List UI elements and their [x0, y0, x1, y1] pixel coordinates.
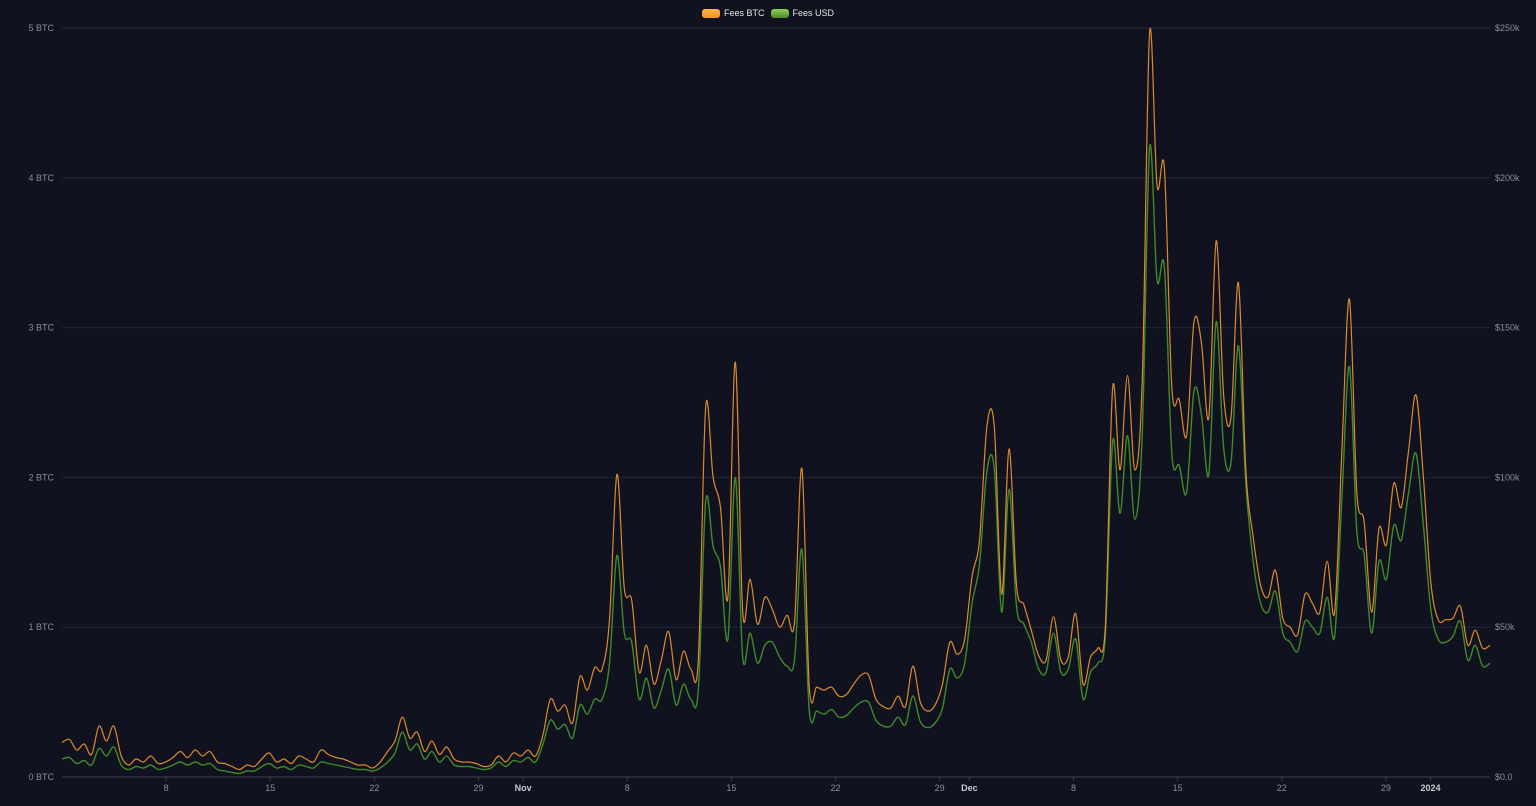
x-tick-label: 29 — [935, 783, 945, 793]
y-left-tick-label: 5 BTC — [28, 23, 54, 33]
y-right-tick-label: $50k — [1495, 622, 1515, 632]
x-tick-label: 29 — [473, 783, 483, 793]
y-right-tick-label: $250k — [1495, 23, 1520, 33]
legend-item-fees-usd[interactable]: Fees USD — [770, 8, 835, 18]
x-tick-label: 8 — [164, 783, 169, 793]
legend-swatch-fees-btc — [701, 8, 720, 18]
x-tick-label: 15 — [265, 783, 275, 793]
x-tick-label: 22 — [830, 783, 840, 793]
x-tick-label: 15 — [726, 783, 736, 793]
x-tick-label: 22 — [1277, 783, 1287, 793]
x-tick-label: 22 — [369, 783, 379, 793]
legend-item-fees-btc[interactable]: Fees BTC — [701, 8, 765, 18]
series-line-fees-usd — [61, 143, 1491, 775]
x-tick-label: 29 — [1381, 783, 1391, 793]
y-right-tick-label: $0.0 — [1495, 772, 1513, 782]
legend-label-fees-btc: Fees BTC — [723, 8, 765, 18]
x-tick-label: Nov — [515, 783, 532, 793]
x-tick-label: 8 — [1071, 783, 1076, 793]
x-tick-label: 15 — [1173, 783, 1183, 793]
legend-label-fees-usd: Fees USD — [792, 8, 835, 18]
x-tick-label: Dec — [961, 783, 978, 793]
y-left-tick-label: 2 BTC — [28, 472, 54, 482]
y-right-tick-label: $100k — [1495, 472, 1520, 482]
x-tick-label: 2024 — [1420, 783, 1440, 793]
legend-swatch-fees-usd — [770, 8, 789, 18]
chart-legend: Fees BTC Fees USD — [0, 8, 1536, 18]
x-tick-label: 8 — [625, 783, 630, 793]
y-left-tick-label: 0 BTC — [28, 772, 54, 782]
y-left-tick-label: 1 BTC — [28, 622, 54, 632]
y-left-tick-label: 3 BTC — [28, 323, 54, 333]
y-right-tick-label: $200k — [1495, 173, 1520, 183]
y-left-tick-label: 4 BTC — [28, 173, 54, 183]
series-line-fees-btc — [61, 27, 1491, 771]
y-right-tick-label: $150k — [1495, 323, 1520, 333]
